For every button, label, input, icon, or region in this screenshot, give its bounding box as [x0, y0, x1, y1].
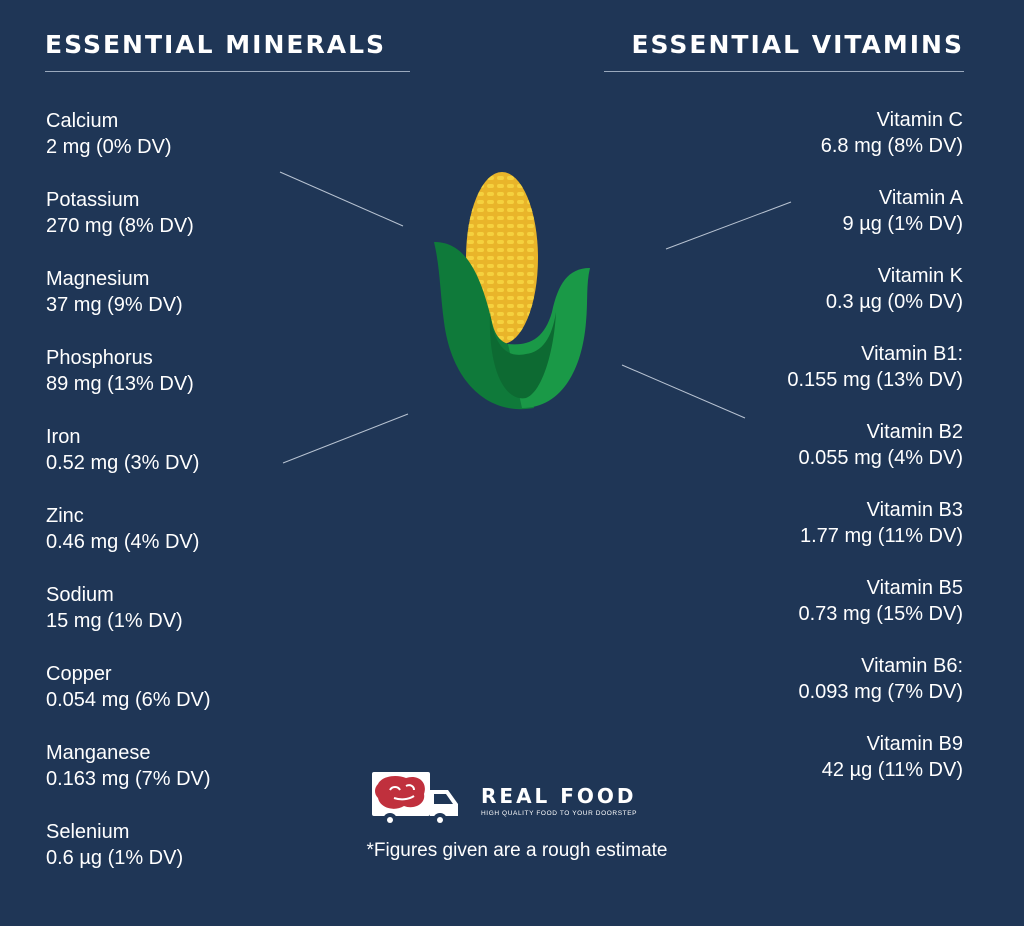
vitamins-list: Vitamin C 6.8 mg (8% DV) Vitamin A 9 µg (1… [623, 108, 963, 810]
vitamin-item: Vitamin B1: 0.155 mg (13% DV) [623, 341, 963, 420]
vitamins-divider [604, 71, 964, 72]
mineral-name: Potassium [46, 189, 140, 211]
mineral-name: Copper [46, 663, 112, 685]
mineral-amount: 2 mg (0% DV) [46, 136, 172, 158]
connector-line [665, 201, 792, 250]
vitamin-name: Vitamin B5 [866, 577, 963, 599]
vitamin-name: Vitamin B2 [866, 421, 963, 443]
vitamin-amount: 42 µg (11% DV) [821, 759, 963, 781]
vitamins-heading: ESSENTIAL VITAMINS [631, 30, 964, 59]
mineral-amount: 0.6 µg (1% DV) [46, 847, 184, 869]
mineral-item: Potassium 270 mg (8% DV) [46, 187, 386, 266]
mineral-amount: 89 mg (13% DV) [46, 373, 194, 395]
vitamin-amount: 0.155 mg (13% DV) [787, 369, 963, 391]
mineral-item: Manganese 0.163 mg (7% DV) [46, 740, 386, 819]
mineral-item: Zinc 0.46 mg (4% DV) [46, 503, 386, 582]
mineral-amount: 37 mg (9% DV) [46, 294, 183, 316]
mineral-amount: 0.054 mg (6% DV) [46, 689, 211, 711]
vitamin-name: Vitamin B9 [866, 733, 963, 755]
vitamin-name: Vitamin B1: [861, 343, 963, 365]
corn-icon [434, 172, 590, 410]
connector-line [282, 413, 409, 464]
vitamin-amount: 1.77 mg (11% DV) [799, 525, 963, 547]
vitamin-name: Vitamin K [877, 265, 963, 287]
vitamin-amount: 6.8 mg (8% DV) [820, 135, 963, 157]
vitamin-amount: 0.093 mg (7% DV) [798, 681, 963, 703]
minerals-divider [45, 71, 410, 72]
mineral-amount: 0.46 mg (4% DV) [46, 531, 200, 553]
delivery-truck-icon [372, 772, 458, 827]
real-food-logo: REAL FOOD HIGH QUALITY FOOD TO YOUR DOOR… [370, 770, 670, 830]
vitamin-item: Vitamin C 6.8 mg (8% DV) [623, 107, 963, 186]
mineral-amount: 0.52 mg (3% DV) [46, 452, 200, 474]
connector-line [279, 171, 404, 227]
vitamin-name: Vitamin B6: [861, 655, 963, 677]
brand-name: REAL FOOD [481, 784, 637, 808]
brand-tagline: HIGH QUALITY FOOD TO YOUR DOORSTEP [481, 810, 638, 817]
vitamin-amount: 9 µg (1% DV) [842, 213, 963, 235]
vitamin-name: Vitamin B3 [866, 499, 963, 521]
mineral-amount: 270 mg (8% DV) [46, 215, 194, 237]
mineral-name: Iron [46, 426, 81, 448]
vitamin-amount: 0.055 mg (4% DV) [798, 447, 963, 469]
corn-illustration [430, 172, 600, 422]
mineral-item: Calcium 2 mg (0% DV) [46, 108, 386, 187]
vitamin-amount: 0.3 µg (0% DV) [825, 291, 963, 313]
vitamin-name: Vitamin A [878, 187, 963, 209]
minerals-list: Calcium 2 mg (0% DV) Potassium 270 mg (8% … [46, 108, 386, 898]
mineral-name: Calcium [46, 110, 119, 132]
mineral-name: Manganese [46, 742, 151, 764]
mineral-item: Selenium 0.6 µg (1% DV) [46, 819, 386, 898]
vitamin-item: Vitamin A 9 µg (1% DV) [623, 185, 963, 264]
mineral-name: Zinc [46, 505, 84, 527]
mineral-item: Iron 0.52 mg (3% DV) [46, 424, 386, 503]
mineral-name: Sodium [46, 584, 114, 606]
mineral-item: Magnesium 37 mg (9% DV) [46, 266, 386, 345]
vitamin-item: Vitamin B5 0.73 mg (15% DV) [623, 575, 963, 654]
vitamin-item: Vitamin B3 1.77 mg (11% DV) [623, 497, 963, 576]
vitamin-item: Vitamin B9 42 µg (11% DV) [623, 731, 963, 810]
mineral-name: Selenium [46, 821, 130, 843]
mineral-name: Magnesium [46, 268, 150, 290]
vitamin-item: Vitamin B2 0.055 mg (4% DV) [623, 419, 963, 498]
vitamin-amount: 0.73 mg (15% DV) [798, 603, 963, 625]
vitamin-item: Vitamin K 0.3 µg (0% DV) [623, 263, 963, 342]
vitamin-item: Vitamin B6: 0.093 mg (7% DV) [623, 653, 963, 732]
vitamin-name: Vitamin C [876, 109, 963, 131]
mineral-amount: 0.163 mg (7% DV) [46, 768, 211, 790]
mineral-amount: 15 mg (1% DV) [46, 610, 183, 632]
mineral-name: Phosphorus [46, 347, 153, 369]
mineral-item: Copper 0.054 mg (6% DV) [46, 661, 386, 740]
footnote: *Figures given are a rough estimate [366, 840, 668, 861]
mineral-item: Sodium 15 mg (1% DV) [46, 582, 386, 661]
minerals-heading: ESSENTIAL MINERALS [45, 30, 387, 59]
connector-line [621, 364, 746, 419]
mineral-item: Phosphorus 89 mg (13% DV) [46, 345, 386, 424]
